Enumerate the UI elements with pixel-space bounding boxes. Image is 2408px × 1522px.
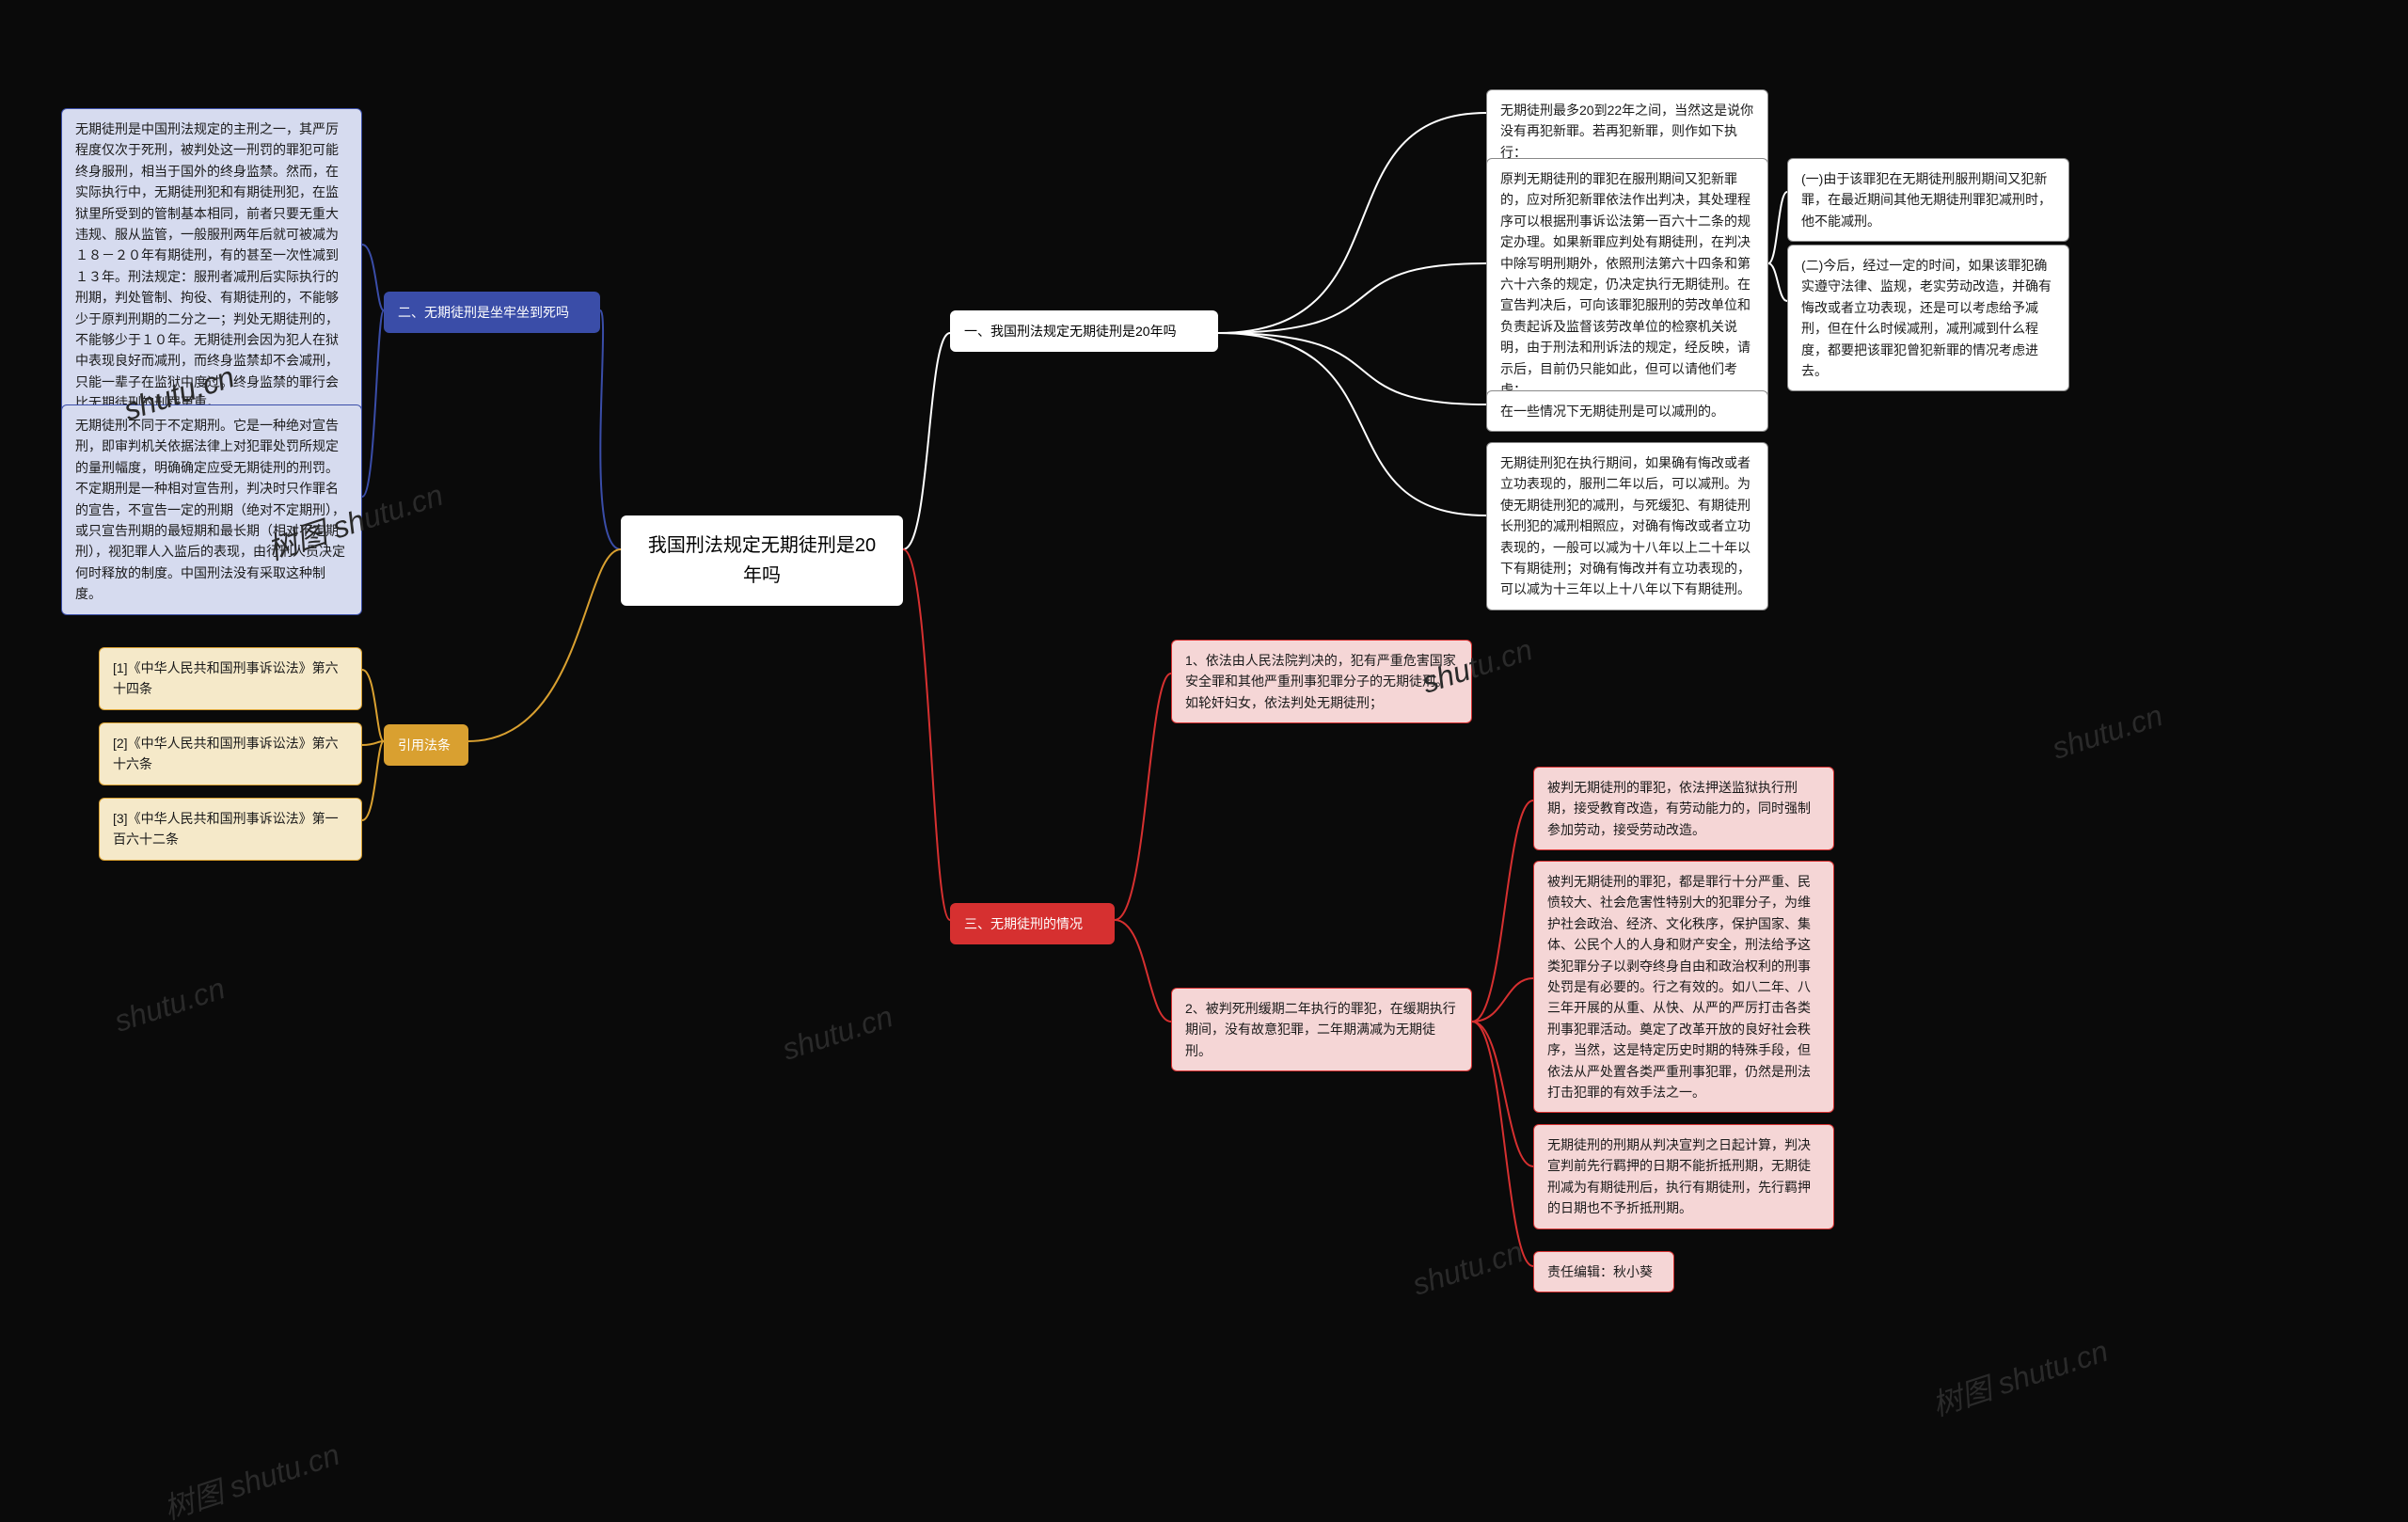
watermark: shutu.cn [2048, 698, 2166, 767]
watermark: shutu.cn [1408, 1234, 1527, 1303]
leaf-text: 原判无期徒刑的罪犯在服刑期间又犯新罪的，应对所犯新罪依法作出判决，其处理程序可以… [1500, 171, 1751, 397]
leaf-text: 无期徒刑的刑期从判决宣判之日起计算，判决宣判前先行羁押的日期不能折抵刑期，无期徒… [1547, 1137, 1811, 1215]
root-node[interactable]: 我国刑法规定无期徒刑是20年吗 [621, 515, 903, 606]
leaf-red-1-child-3[interactable]: 责任编辑：秋小葵 [1533, 1251, 1674, 1292]
branch-red[interactable]: 三、无期徒刑的情况 [950, 903, 1115, 944]
leaf-text: (二)今后，经过一定的时间，如果该罪犯确实遵守法律、监规，老实劳动改造，并确有悔… [1801, 258, 2052, 378]
leaf-text: 无期徒刑是中国刑法规定的主刑之一，其严厉程度仅次于死刑，被判处这一刑罚的罪犯可能… [75, 121, 339, 410]
leaf-text: 1、依法由人民法院判决的，犯有严重危害国家安全罪和其他严重刑事犯罪分子的无期徒刑… [1185, 653, 1456, 710]
watermark: 树图 shutu.cn [158, 1431, 345, 1522]
leaf-text: [3]《中华人民共和国刑事诉讼法》第一百六十二条 [113, 811, 339, 847]
leaf-red-1-child-0[interactable]: 被判无期徒刑的罪犯，依法押送监狱执行刑期，接受教育改造，有劳动能力的，同时强制参… [1533, 767, 1834, 850]
leaf-text: 2、被判死刑缓期二年执行的罪犯，在缓期执行期间，没有故意犯罪，二年期满减为无期徒… [1185, 1001, 1456, 1058]
leaf-text: 在一些情况下无期徒刑是可以减刑的。 [1500, 404, 1724, 419]
branch-yellow-label: 引用法条 [398, 737, 451, 753]
leaf-blue-1[interactable]: 无期徒刑不同于不定期刑。它是一种绝对宣告刑，即审判机关依据法律上对犯罪处罚所规定… [61, 404, 362, 615]
watermark: shutu.cn [110, 971, 229, 1039]
leaf-white-2[interactable]: 在一些情况下无期徒刑是可以减刑的。 [1486, 390, 1768, 432]
branch-white-label: 一、我国刑法规定无期徒刑是20年吗 [964, 324, 1177, 339]
leaf-text: 无期徒刑犯在执行期间，如果确有悔改或者立功表现的，服刑二年以后，可以减刑。为使无… [1500, 455, 1751, 596]
leaf-red-0[interactable]: 1、依法由人民法院判决的，犯有严重危害国家安全罪和其他严重刑事犯罪分子的无期徒刑… [1171, 640, 1472, 723]
leaf-red-1-child-1[interactable]: 被判无期徒刑的罪犯，都是罪行十分严重、民愤较大、社会危害性特别大的犯罪分子，为维… [1533, 861, 1834, 1113]
branch-white[interactable]: 一、我国刑法规定无期徒刑是20年吗 [950, 310, 1218, 352]
leaf-yellow-2[interactable]: [3]《中华人民共和国刑事诉讼法》第一百六十二条 [99, 798, 362, 861]
leaf-red-1-child-2[interactable]: 无期徒刑的刑期从判决宣判之日起计算，判决宣判前先行羁押的日期不能折抵刑期，无期徒… [1533, 1124, 1834, 1229]
watermark: 树图 shutu.cn [1926, 1327, 2114, 1425]
leaf-yellow-1[interactable]: [2]《中华人民共和国刑事诉讼法》第六十六条 [99, 722, 362, 785]
watermark: shutu.cn [778, 999, 896, 1068]
leaf-red-1[interactable]: 2、被判死刑缓期二年执行的罪犯，在缓期执行期间，没有故意犯罪，二年期满减为无期徒… [1171, 988, 1472, 1071]
leaf-text: (一)由于该罪犯在无期徒刑服刑期间又犯新罪，在最近期间其他无期徒刑罪犯减刑时，他… [1801, 171, 2052, 229]
branch-blue-label: 二、无期徒刑是坐牢坐到死吗 [398, 305, 569, 320]
leaf-white-1-child-0[interactable]: (一)由于该罪犯在无期徒刑服刑期间又犯新罪，在最近期间其他无期徒刑罪犯减刑时，他… [1787, 158, 2069, 242]
leaf-text: 无期徒刑不同于不定期刑。它是一种绝对宣告刑，即审判机关依据法律上对犯罪处罚所规定… [75, 418, 345, 601]
leaf-white-3[interactable]: 无期徒刑犯在执行期间，如果确有悔改或者立功表现的，服刑二年以后，可以减刑。为使无… [1486, 442, 1768, 610]
branch-yellow[interactable]: 引用法条 [384, 724, 468, 766]
branch-blue[interactable]: 二、无期徒刑是坐牢坐到死吗 [384, 292, 600, 333]
leaf-white-1-child-1[interactable]: (二)今后，经过一定的时间，如果该罪犯确实遵守法律、监规，老实劳动改造，并确有悔… [1787, 245, 2069, 391]
leaf-text: 无期徒刑最多20到22年之间，当然这是说你没有再犯新罪。若再犯新罪，则作如下执行… [1500, 103, 1753, 160]
branch-red-label: 三、无期徒刑的情况 [964, 916, 1083, 931]
leaf-white-1[interactable]: 原判无期徒刑的罪犯在服刑期间又犯新罪的，应对所犯新罪依法作出判决，其处理程序可以… [1486, 158, 1768, 410]
leaf-blue-0[interactable]: 无期徒刑是中国刑法规定的主刑之一，其严厉程度仅次于死刑，被判处这一刑罚的罪犯可能… [61, 108, 362, 423]
leaf-text: [1]《中华人民共和国刑事诉讼法》第六十四条 [113, 660, 339, 696]
leaf-text: 责任编辑：秋小葵 [1547, 1264, 1653, 1279]
leaf-text: [2]《中华人民共和国刑事诉讼法》第六十六条 [113, 736, 339, 771]
leaf-text: 被判无期徒刑的罪犯，依法押送监狱执行刑期，接受教育改造，有劳动能力的，同时强制参… [1547, 780, 1811, 837]
root-text: 我国刑法规定无期徒刑是20年吗 [648, 535, 876, 586]
leaf-text: 被判无期徒刑的罪犯，都是罪行十分严重、民愤较大、社会危害性特别大的犯罪分子，为维… [1547, 874, 1811, 1100]
leaf-yellow-0[interactable]: [1]《中华人民共和国刑事诉讼法》第六十四条 [99, 647, 362, 710]
